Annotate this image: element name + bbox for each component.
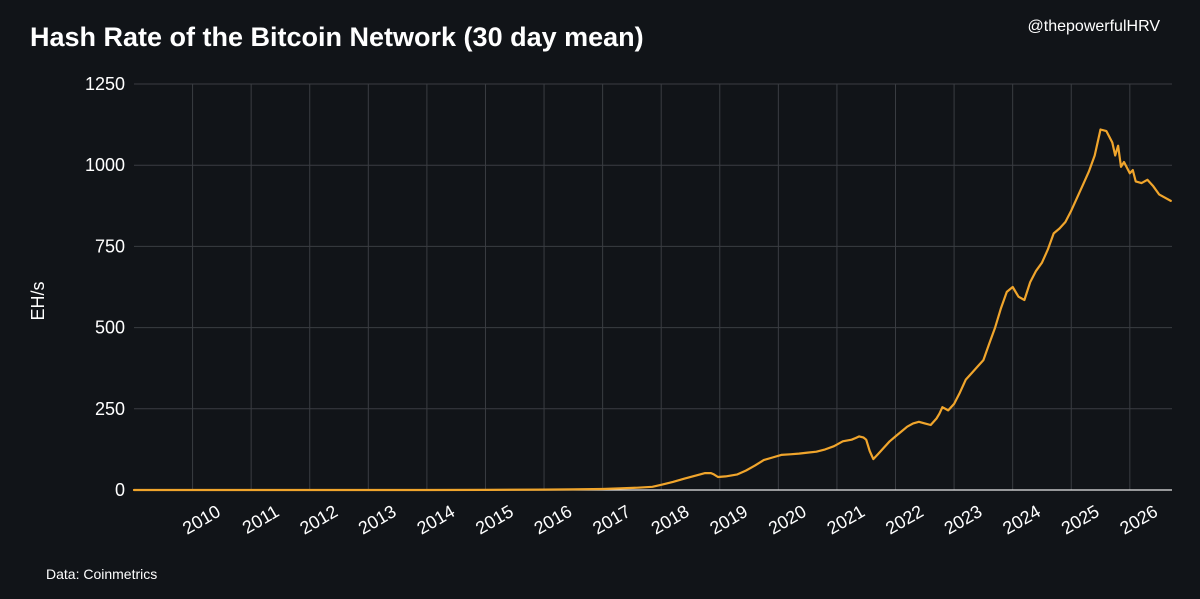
x-tick-label: 2020 [765,501,810,538]
author-handle: @thepowerfulHRV [1027,18,1160,35]
y-axis-label: EH/s [28,281,48,320]
y-tick-label: 1000 [85,155,125,175]
y-tick-label: 250 [95,399,125,419]
x-tick-label: 2022 [882,501,927,538]
x-tick-label: 2011 [239,501,283,538]
x-tick-label: 2021 [824,501,869,538]
x-tick-label: 2026 [1116,501,1161,538]
y-tick-label: 750 [95,236,125,256]
x-tick-label: 2025 [1058,501,1103,538]
grid [134,83,1172,491]
hash-rate-series-line [132,128,1172,492]
data-source: Data: Coinmetrics [46,566,158,582]
x-tick-label: 2018 [648,501,693,538]
chart-title: Hash Rate of the Bitcoin Network (30 day… [30,22,644,52]
y-tick-label: 0 [115,480,125,500]
x-tick-label: 2017 [589,501,634,538]
x-tick-label: 2019 [706,501,751,538]
series [132,128,1172,492]
x-tick-label: 2013 [355,501,400,538]
x-tick-label: 2023 [941,501,986,538]
x-tick-label: 2015 [472,501,517,538]
y-tick-label: 1250 [85,74,125,94]
x-tick-label: 2010 [179,501,224,538]
x-tick-label: 2024 [999,501,1044,538]
x-tick-label: 2014 [413,501,458,538]
x-tick-label: 2012 [296,501,341,538]
x-tick-label: 2016 [531,501,576,538]
y-axis-ticks: 0 250 500 750 1000 1250 [85,74,125,500]
x-axis-ticks: 2010 2011 2012 2013 2014 2015 2016 2017 2018 2019… [179,501,1161,538]
y-tick-label: 500 [95,318,125,338]
